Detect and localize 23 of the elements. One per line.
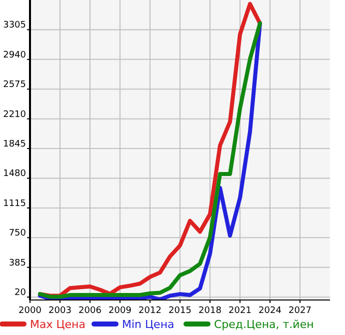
x-tick-label: 2012 — [138, 306, 162, 316]
x-tick-label: 2024 — [258, 306, 282, 316]
x-tick-label: 2018 — [198, 306, 222, 316]
y-tick-label: 2940 — [3, 50, 26, 60]
x-tick-label: 2009 — [108, 306, 132, 316]
y-tick-label: 2575 — [3, 80, 26, 90]
legend-label: Min Цена — [122, 318, 174, 331]
y-tick-label: 1845 — [3, 140, 26, 150]
x-tick-label: 2015 — [168, 306, 192, 316]
y-tick-label: 3305 — [3, 20, 26, 31]
y-tick-label: 1115 — [3, 198, 26, 209]
legend-label: Max Цена — [30, 318, 86, 331]
x-tick-label: 2003 — [48, 306, 72, 316]
x-tick-label: 2006 — [78, 306, 102, 316]
y-tick-label: 385 — [8, 258, 26, 268]
y-tick-label: 1480 — [3, 169, 26, 180]
y-tick-label: 750 — [8, 228, 26, 239]
y-tick-label: 2210 — [3, 110, 26, 120]
x-tick-label: 2027 — [288, 306, 312, 316]
legend-label: Сред.Цена, т.йен — [214, 318, 314, 331]
x-tick-label: 2000 — [18, 306, 42, 316]
y-tick-label: 20 — [14, 288, 26, 298]
x-tick-label: 2021 — [228, 306, 252, 316]
